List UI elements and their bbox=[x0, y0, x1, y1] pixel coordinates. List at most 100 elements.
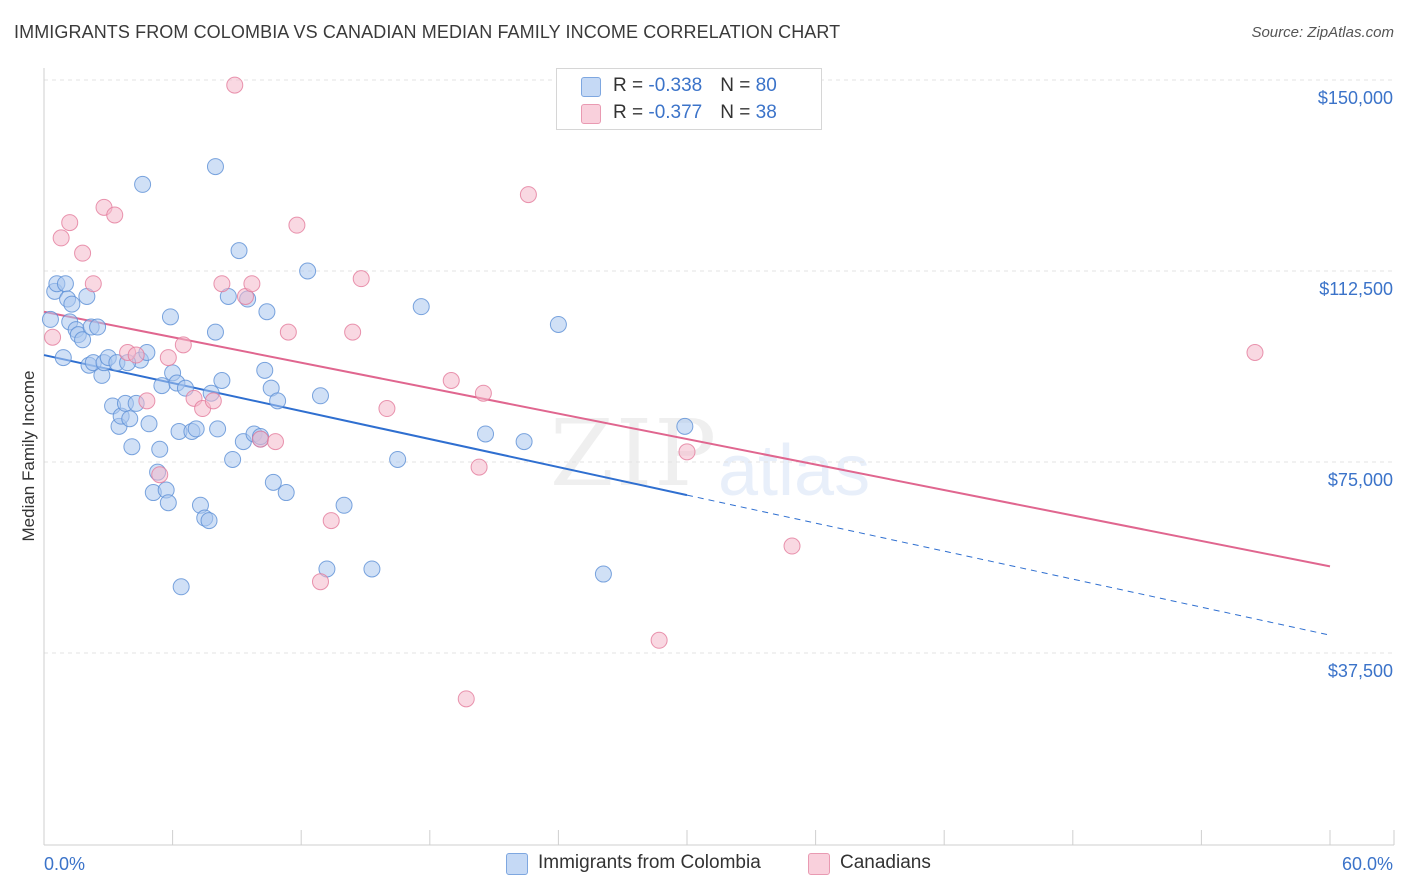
point-colombia bbox=[258, 303, 276, 321]
point-canadians bbox=[127, 346, 145, 364]
point-canadians bbox=[159, 349, 177, 367]
legend-n-label: N = bbox=[720, 102, 756, 123]
point-colombia bbox=[477, 425, 495, 443]
point-canadians bbox=[251, 430, 269, 448]
point-colombia bbox=[123, 438, 141, 456]
legend-r-label: R = bbox=[613, 75, 649, 96]
point-colombia bbox=[206, 158, 224, 176]
point-canadians bbox=[204, 392, 222, 410]
point-canadians bbox=[279, 323, 297, 341]
point-canadians bbox=[174, 336, 192, 354]
point-colombia bbox=[200, 512, 218, 530]
chart-title: IMMIGRANTS FROM COLOMBIA VS CANADIAN MED… bbox=[14, 22, 841, 42]
legend-swatch-canadians bbox=[581, 104, 601, 124]
y-axis-label: Median Family Income bbox=[19, 370, 38, 541]
point-colombia bbox=[594, 565, 612, 583]
bottom-legend-label-canadians: Canadians bbox=[840, 852, 931, 873]
point-canadians bbox=[311, 573, 329, 591]
point-canadians bbox=[352, 270, 370, 288]
point-canadians bbox=[138, 392, 156, 410]
point-colombia bbox=[89, 318, 107, 336]
y-tick-label: $37,500 bbox=[1328, 661, 1393, 681]
legend-n-label: N = bbox=[720, 75, 756, 96]
point-colombia bbox=[121, 410, 139, 428]
point-canadians bbox=[457, 690, 475, 708]
point-canadians bbox=[378, 400, 396, 418]
point-colombia bbox=[277, 484, 295, 502]
point-colombia bbox=[54, 349, 72, 367]
point-colombia bbox=[74, 331, 92, 349]
bottom-legend-swatch-colombia bbox=[506, 853, 528, 875]
legend-swatch-colombia bbox=[581, 77, 601, 97]
trend-lines bbox=[43, 310, 1331, 636]
point-colombia bbox=[311, 387, 329, 405]
legend-r-label: R = bbox=[613, 102, 649, 123]
point-canadians bbox=[442, 372, 460, 390]
point-canadians bbox=[243, 275, 261, 293]
trend-line-colombia-extension bbox=[686, 494, 1331, 636]
legend-n-value: 80 bbox=[755, 75, 777, 96]
point-colombia bbox=[224, 450, 242, 468]
legend-r-value: -0.377 bbox=[648, 102, 703, 123]
point-canadians bbox=[783, 537, 801, 555]
point-colombia bbox=[515, 433, 533, 451]
point-colombia bbox=[264, 473, 282, 491]
point-colombia bbox=[161, 308, 179, 326]
x-tick-label: 60.0% bbox=[1342, 854, 1393, 874]
source-credit: Source: ZipAtlas.com bbox=[1251, 24, 1394, 41]
point-colombia bbox=[41, 310, 59, 328]
trend-line-canadians bbox=[43, 310, 1331, 568]
point-colombia bbox=[56, 275, 74, 293]
point-colombia bbox=[363, 560, 381, 578]
point-colombia bbox=[172, 578, 190, 596]
point-canadians bbox=[44, 328, 62, 346]
point-colombia bbox=[134, 175, 152, 193]
point-canadians bbox=[213, 275, 231, 293]
point-colombia bbox=[159, 494, 177, 512]
point-colombia bbox=[412, 298, 430, 316]
point-canadians bbox=[74, 244, 92, 262]
x-tick-label: 0.0% bbox=[44, 854, 85, 874]
point-canadians bbox=[84, 275, 102, 293]
bottom-legend-label-colombia: Immigrants from Colombia bbox=[538, 852, 761, 873]
point-canadians bbox=[52, 229, 70, 247]
point-colombia bbox=[230, 242, 248, 260]
point-canadians bbox=[288, 216, 306, 234]
point-canadians bbox=[61, 214, 79, 232]
point-colombia bbox=[549, 315, 567, 333]
point-canadians bbox=[344, 323, 362, 341]
axes bbox=[43, 68, 1395, 846]
point-canadians bbox=[226, 76, 244, 94]
point-colombia bbox=[206, 323, 224, 341]
point-canadians bbox=[322, 512, 340, 530]
point-colombia bbox=[153, 377, 171, 395]
grid-lines bbox=[44, 79, 1394, 654]
point-canadians bbox=[474, 384, 492, 402]
point-colombia bbox=[299, 262, 317, 280]
tick-labels: $37,500 $75,000 $112,500 $150,000 0.0% 60.0% M… bbox=[19, 88, 1393, 874]
trend-line-colombia bbox=[43, 354, 688, 497]
point-canadians bbox=[1246, 343, 1264, 361]
data-points bbox=[41, 76, 1264, 708]
point-colombia bbox=[63, 295, 81, 313]
point-canadians bbox=[151, 466, 169, 484]
correlation-legend: R = -0.338 N = 80 R = -0.377 N = 38 bbox=[556, 68, 822, 130]
point-colombia bbox=[389, 450, 407, 468]
point-canadians bbox=[519, 186, 537, 204]
y-tick-label: $112,500 bbox=[1319, 279, 1393, 299]
point-colombia bbox=[209, 420, 227, 438]
legend-r-value: -0.338 bbox=[648, 75, 703, 96]
point-colombia bbox=[151, 440, 169, 458]
point-colombia bbox=[140, 415, 158, 433]
point-canadians bbox=[470, 458, 488, 476]
legend-n-value: 38 bbox=[755, 102, 777, 123]
point-colombia bbox=[187, 420, 205, 438]
bottom-legend-swatch-canadians bbox=[808, 853, 830, 875]
point-canadians bbox=[678, 443, 696, 461]
y-tick-label: $75,000 bbox=[1328, 470, 1393, 490]
point-colombia bbox=[269, 392, 287, 410]
point-colombia bbox=[213, 372, 231, 390]
point-canadians bbox=[650, 631, 668, 649]
point-colombia bbox=[335, 496, 353, 514]
